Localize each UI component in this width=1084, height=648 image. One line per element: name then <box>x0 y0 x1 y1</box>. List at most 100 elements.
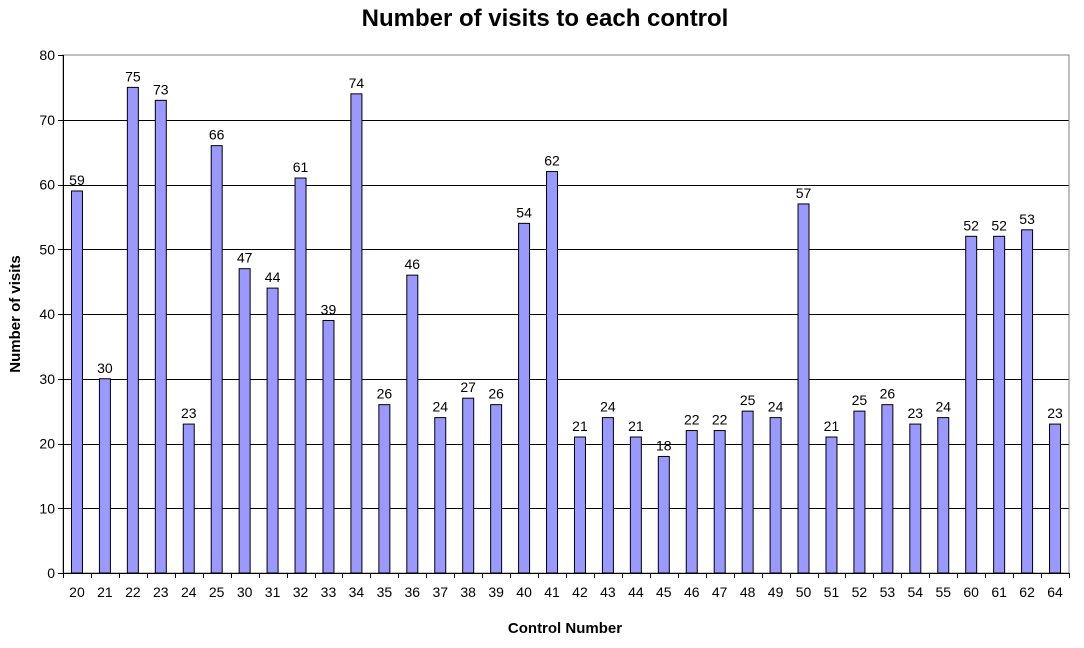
data-label-48: 25 <box>740 392 756 408</box>
y-tick-label: 10 <box>39 500 55 516</box>
x-tick-label-49: 49 <box>768 584 784 600</box>
x-tick-label-25: 25 <box>209 584 225 600</box>
bar-22 <box>126 86 139 574</box>
bar-31 <box>266 287 279 574</box>
y-tick-label: 40 <box>39 306 55 322</box>
x-tick-label-37: 37 <box>432 584 448 600</box>
x-tick-label-47: 47 <box>712 584 728 600</box>
y-tick-label: 30 <box>39 371 55 387</box>
data-label-33: 39 <box>321 301 337 317</box>
bars <box>70 86 1062 574</box>
x-tick-label-20: 20 <box>69 584 85 600</box>
y-axis-ticks: 0 10 20 30 40 50 60 70 80 <box>39 47 63 581</box>
x-tick-label-40: 40 <box>516 584 532 600</box>
bar-43 <box>601 417 614 574</box>
bar-42 <box>573 436 586 574</box>
bar-44 <box>629 436 642 574</box>
data-label-31: 44 <box>265 269 281 285</box>
data-label-32: 61 <box>293 159 309 175</box>
data-label-51: 21 <box>824 418 840 434</box>
bar-61 <box>993 235 1006 574</box>
data-label-46: 22 <box>684 412 700 428</box>
bar-37 <box>434 417 447 574</box>
x-tick-label-30: 30 <box>237 584 253 600</box>
bar-39 <box>490 404 503 574</box>
bar-30 <box>238 268 251 574</box>
bar-55 <box>937 417 950 574</box>
x-tick-label-35: 35 <box>377 584 393 600</box>
data-label-39: 26 <box>488 386 504 402</box>
x-tick-label-24: 24 <box>181 584 197 600</box>
x-tick-label-48: 48 <box>740 584 756 600</box>
bar-36 <box>406 274 419 574</box>
x-tick-label-45: 45 <box>656 584 672 600</box>
bar-41 <box>546 171 559 574</box>
data-label-34: 74 <box>349 75 365 91</box>
y-tick-label: 50 <box>39 241 55 257</box>
data-label-50: 57 <box>796 185 812 201</box>
x-tick-label-61: 61 <box>991 584 1007 600</box>
x-tick-label-36: 36 <box>405 584 421 600</box>
bar-60 <box>965 235 978 574</box>
x-tick-label-52: 52 <box>852 584 868 600</box>
x-tick-label-41: 41 <box>544 584 560 600</box>
data-label-49: 24 <box>768 399 784 415</box>
chart-title: Number of visits to each control <box>362 5 729 32</box>
x-tick-label-34: 34 <box>349 584 365 600</box>
y-tick-label: 70 <box>39 112 55 128</box>
bar-49 <box>769 417 782 574</box>
x-tick-label-60: 60 <box>963 584 979 600</box>
x-tick-label-53: 53 <box>880 584 896 600</box>
data-label-21: 30 <box>97 360 113 376</box>
data-label-22: 75 <box>125 68 141 84</box>
data-label-41: 62 <box>544 153 560 169</box>
data-label-24: 23 <box>181 405 197 421</box>
y-tick-label: 60 <box>39 177 55 193</box>
bar-38 <box>462 397 475 574</box>
data-label-36: 46 <box>405 256 421 272</box>
bar-46 <box>685 430 698 574</box>
data-label-25: 66 <box>209 127 225 143</box>
x-tick-label-55: 55 <box>935 584 951 600</box>
bar-48 <box>741 410 754 574</box>
gridlines <box>63 120 1069 509</box>
data-label-37: 24 <box>432 399 448 415</box>
x-tick-label-42: 42 <box>572 584 588 600</box>
bar-45 <box>657 455 670 574</box>
bar-53 <box>881 404 894 574</box>
bar-20 <box>70 190 83 574</box>
bar-25 <box>210 145 223 574</box>
data-label-38: 27 <box>460 379 476 395</box>
data-label-52: 25 <box>852 392 868 408</box>
bar-64 <box>1049 423 1062 574</box>
x-tick-label-50: 50 <box>796 584 812 600</box>
bar-35 <box>378 404 391 574</box>
data-label-23: 73 <box>153 81 169 97</box>
bar-21 <box>98 378 111 574</box>
x-tick-label-23: 23 <box>153 584 169 600</box>
bar-24 <box>182 423 195 574</box>
bar-51 <box>825 436 838 574</box>
x-axis-title: Control Number <box>508 620 622 637</box>
x-tick-label-38: 38 <box>460 584 476 600</box>
x-tick-label-44: 44 <box>628 584 644 600</box>
x-tick-label-43: 43 <box>600 584 616 600</box>
y-tick-label: 80 <box>39 47 55 63</box>
x-tick-label-51: 51 <box>824 584 840 600</box>
bar-47 <box>713 430 726 574</box>
x-tick-label-39: 39 <box>488 584 504 600</box>
y-tick-label: 0 <box>47 565 55 581</box>
data-label-55: 24 <box>935 399 951 415</box>
bar-32 <box>294 177 307 574</box>
data-label-53: 26 <box>880 386 896 402</box>
x-tick-label-64: 64 <box>1047 584 1063 600</box>
x-tick-label-21: 21 <box>97 584 113 600</box>
x-tick-label-46: 46 <box>684 584 700 600</box>
x-axis-ticks: 20 21 22 23 24 25 30 31 32 33 34 35 36 37 38 39 40 41 42 43… <box>63 573 1070 600</box>
data-label-35: 26 <box>377 386 393 402</box>
bar-52 <box>853 410 866 574</box>
y-axis-title: Number of visits <box>7 255 24 373</box>
bar-40 <box>518 222 531 574</box>
bar-33 <box>322 319 335 574</box>
